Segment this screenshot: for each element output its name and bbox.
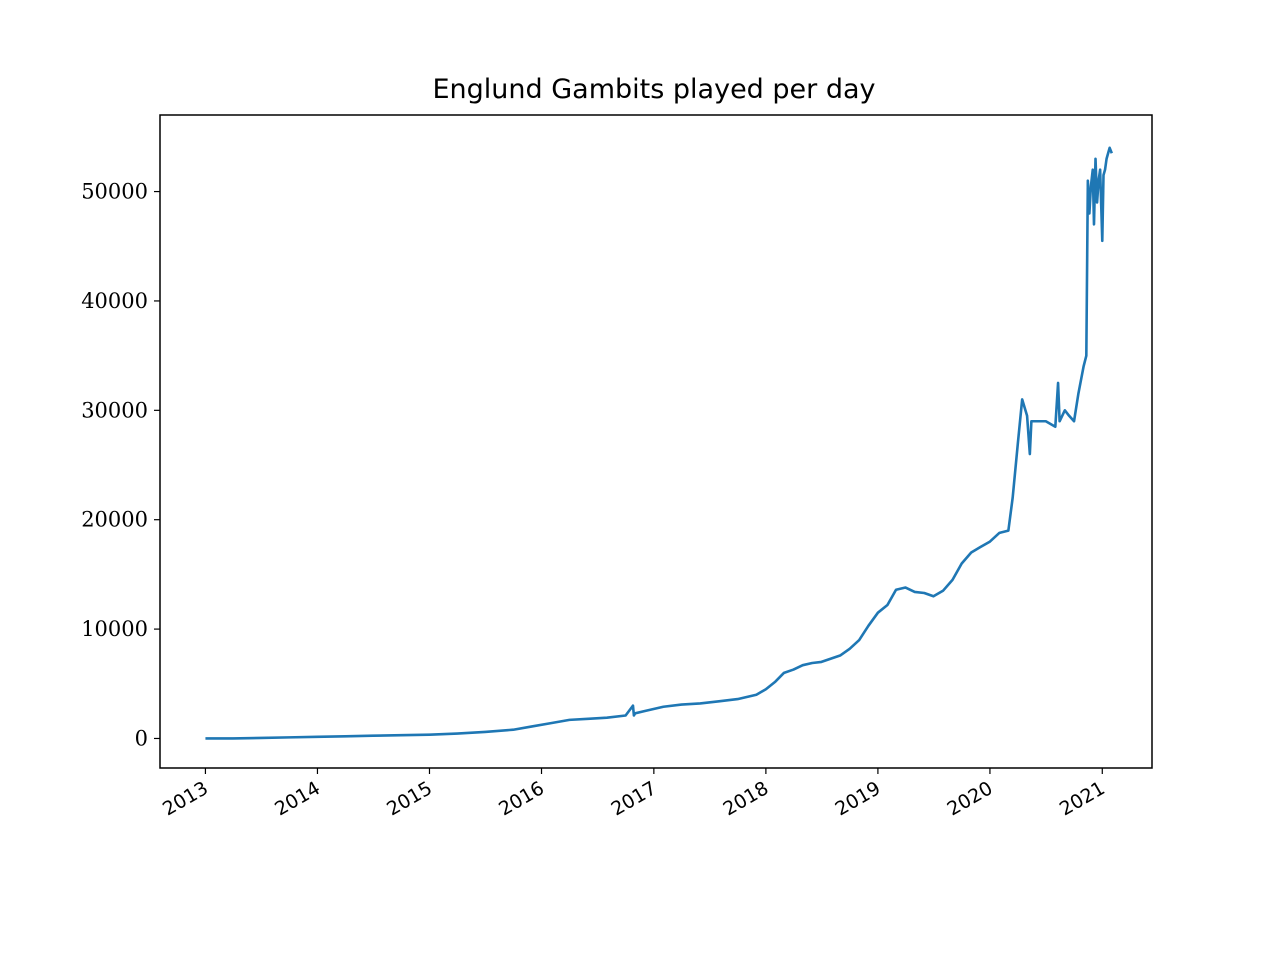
y-axis: 0 10000 20000 30000 40000 50000 <box>81 180 160 750</box>
y-tick-label: 20000 <box>81 508 148 532</box>
y-tick-label: 50000 <box>81 180 148 204</box>
plot-area <box>205 146 1113 740</box>
y-tick-label: 30000 <box>81 398 148 422</box>
axes-frame <box>159 114 1153 769</box>
y-tick-label: 10000 <box>81 617 148 641</box>
y-tick-label: 40000 <box>81 289 148 313</box>
series-line-0 <box>205 146 1113 740</box>
y-tick-label: 0 <box>135 726 148 750</box>
chart-title: Englund Gambits played per day <box>433 74 876 105</box>
